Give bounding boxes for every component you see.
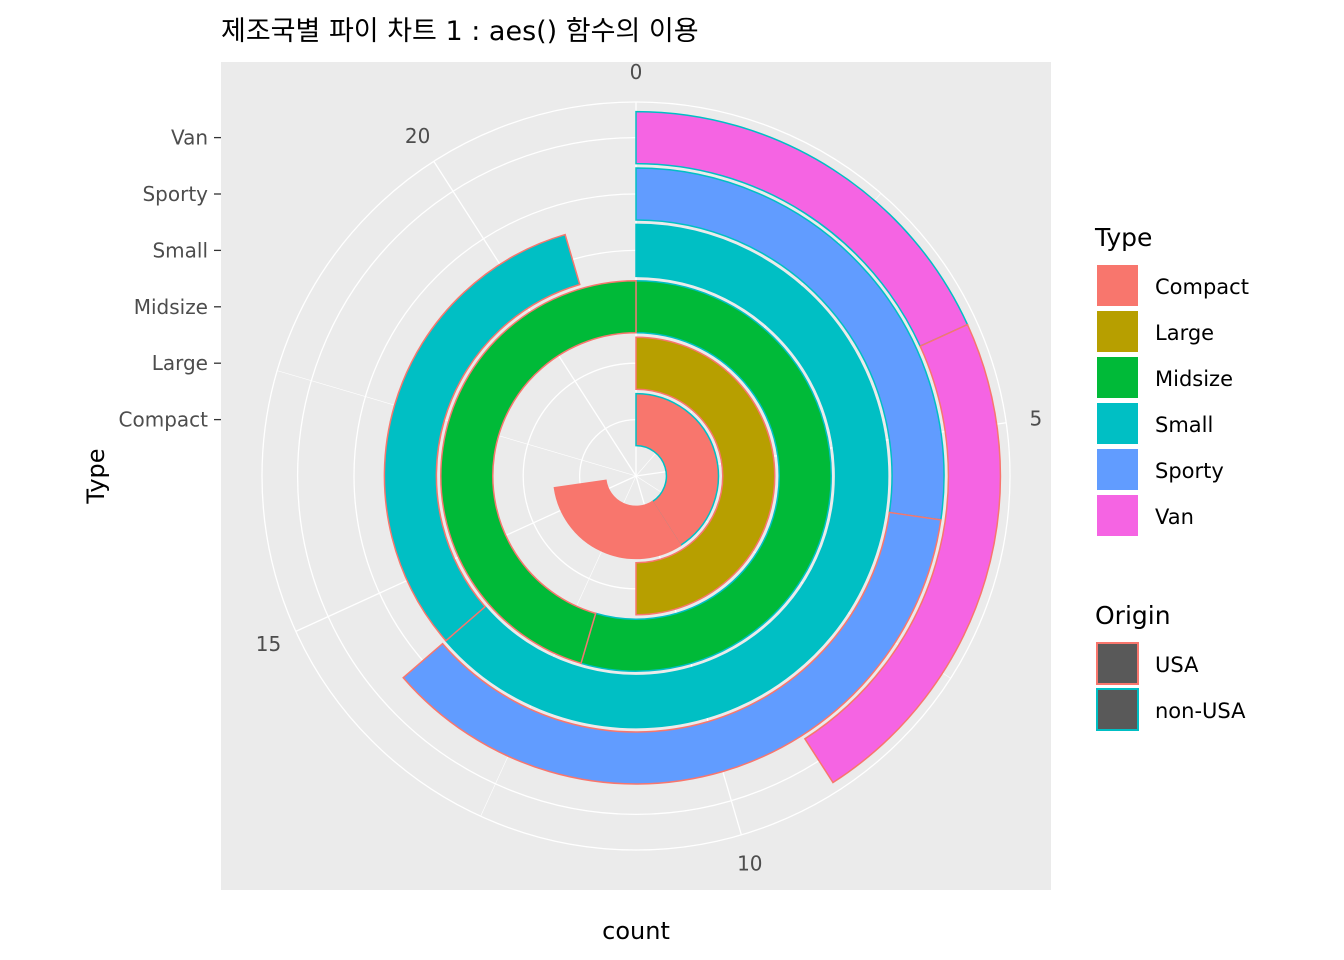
origin-legend-label: non-USA — [1155, 699, 1246, 723]
bar-van-usa — [803, 323, 1002, 784]
type-tick-label: Small — [152, 238, 208, 262]
bar-segments — [383, 110, 1002, 785]
count-tick-label: 15 — [256, 632, 281, 656]
type-tick-label: Compact — [119, 408, 209, 432]
origin-legend: Origin USA non-USA — [1095, 601, 1246, 731]
type-legend-key — [1097, 403, 1138, 444]
origin-legend-title: Origin — [1095, 601, 1171, 630]
type-axis: Compact Large Midsize Small Sporty Van — [119, 126, 221, 432]
type-legend-key — [1097, 311, 1138, 352]
bar-large-usa — [635, 336, 776, 616]
count-tick-label: 0 — [630, 60, 643, 84]
bar-sporty-usa — [402, 511, 942, 785]
count-axis-labels: 0 5 10 15 20 — [256, 60, 1042, 876]
type-legend-label: Large — [1155, 321, 1214, 345]
type-legend-key — [1097, 357, 1138, 398]
origin-legend-label: USA — [1155, 653, 1199, 677]
count-tick-label: 5 — [1030, 407, 1043, 431]
bar-small-non-usa — [444, 223, 889, 729]
x-axis-title: count — [602, 917, 670, 945]
chart-title: 제조국별 파이 차트 1 : aes() 함수의 이용 — [221, 16, 699, 47]
type-tick-label: Van — [171, 126, 208, 150]
count-tick-label: 10 — [737, 852, 762, 876]
count-tick-label: 20 — [405, 124, 430, 148]
bar-small-usa — [383, 233, 581, 642]
type-legend-key — [1097, 265, 1138, 306]
type-legend-label: Sporty — [1155, 459, 1224, 483]
type-tick-label: Midsize — [134, 295, 208, 319]
type-legend-label: Van — [1155, 505, 1194, 529]
type-legend: Type Compact Large Midsize Small Sporty Van — [1094, 223, 1249, 536]
bar-compact-usa — [553, 479, 682, 560]
origin-legend-key — [1096, 642, 1139, 685]
type-legend-title: Type — [1094, 223, 1152, 252]
type-legend-label: Small — [1155, 413, 1213, 437]
type-legend-label: Midsize — [1155, 367, 1233, 391]
bar-midsize-usa — [440, 280, 637, 665]
type-legend-key — [1097, 449, 1138, 490]
type-legend-key — [1097, 495, 1138, 536]
type-tick-label: Large — [152, 351, 208, 375]
origin-legend-key — [1096, 688, 1139, 731]
y-axis-title: Type — [82, 448, 110, 504]
bar-midsize-non-usa — [580, 280, 832, 672]
type-tick-label: Sporty — [142, 182, 208, 206]
type-legend-label: Compact — [1155, 275, 1249, 299]
